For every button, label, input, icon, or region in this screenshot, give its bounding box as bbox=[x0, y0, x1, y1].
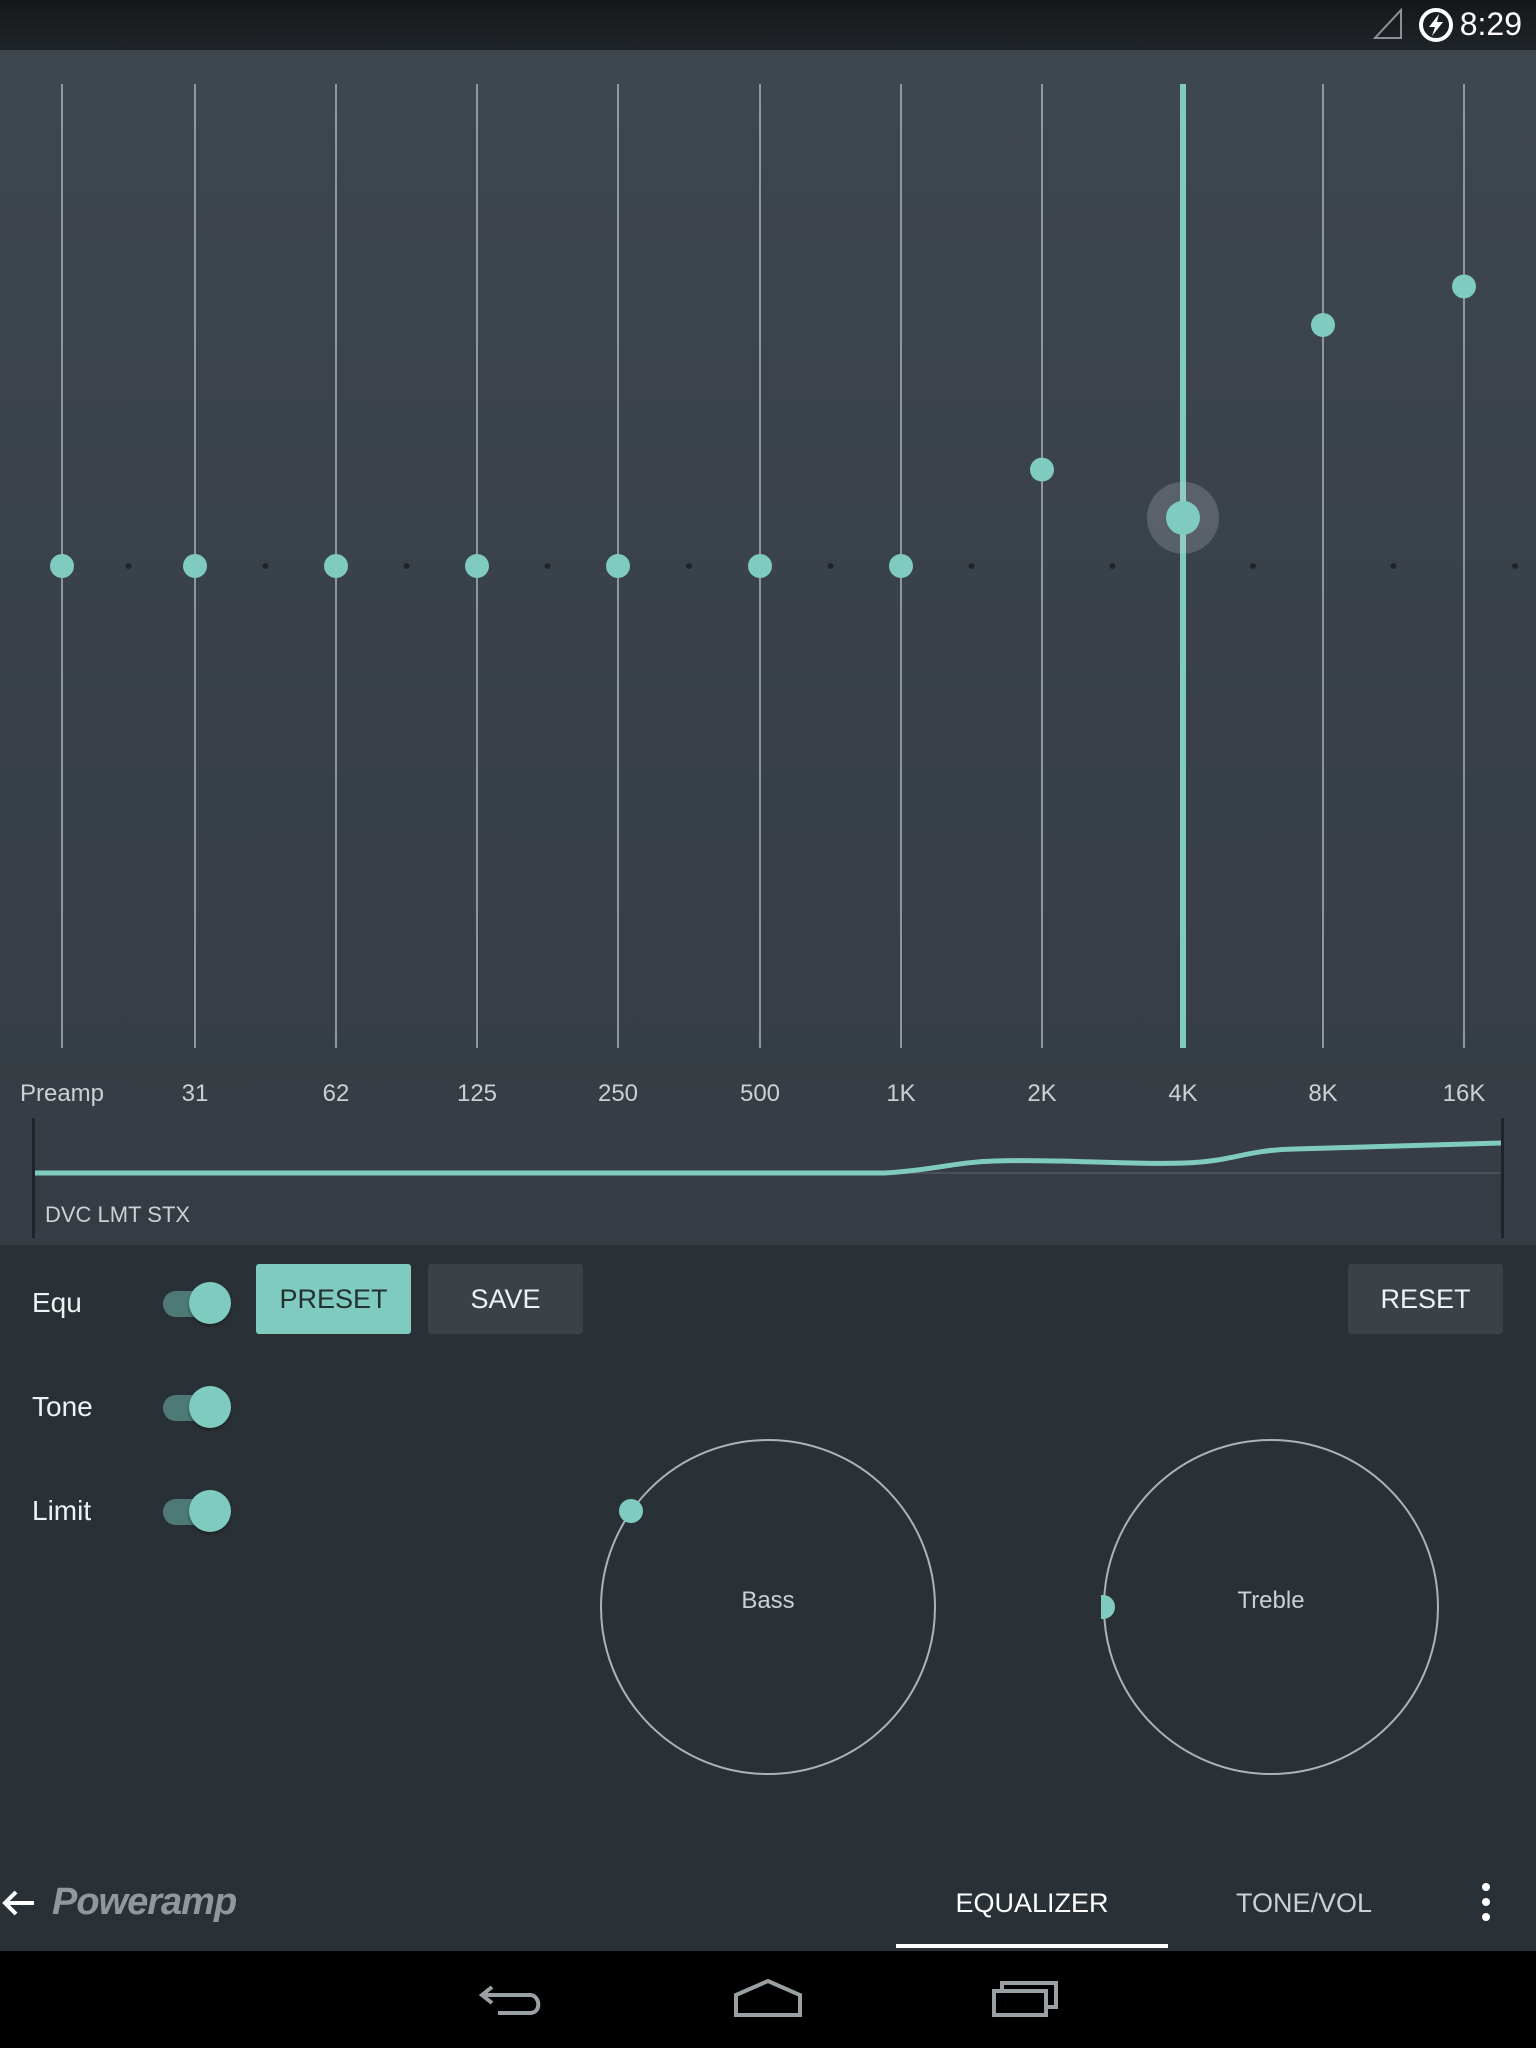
band-label-250: 250 bbox=[597, 1080, 639, 1107]
zero-dot bbox=[262, 563, 269, 569]
band-handle-62[interactable] bbox=[324, 554, 348, 578]
controls-panel: Equ Tone Limit PRESET SAVE RESET Bass Tr… bbox=[0, 1245, 1536, 1951]
tab-indicator bbox=[896, 1944, 1168, 1948]
band-label-125: 125 bbox=[456, 1080, 498, 1107]
zero-dot bbox=[827, 563, 834, 569]
tone-label: Tone bbox=[32, 1391, 93, 1422]
band-handle-preamp[interactable] bbox=[50, 554, 74, 578]
reset-button[interactable]: RESET bbox=[1348, 1264, 1503, 1334]
recents-icon[interactable] bbox=[990, 1977, 1060, 2019]
band-handle-16k[interactable] bbox=[1452, 274, 1476, 299]
band-label-4k: 4K bbox=[1168, 1080, 1198, 1107]
status-time: 8:29 bbox=[1459, 6, 1522, 42]
limit-toggle[interactable] bbox=[163, 1487, 233, 1535]
charging-icon bbox=[1419, 8, 1453, 42]
band-handle-1k[interactable] bbox=[889, 554, 913, 578]
treble-knob-handle[interactable] bbox=[1101, 1595, 1115, 1619]
equalizer-sliders bbox=[50, 84, 1518, 1048]
tab-tone-vol[interactable]: TONE/VOL bbox=[1235, 1888, 1373, 1918]
zero-dot bbox=[1109, 563, 1116, 569]
home-icon[interactable] bbox=[732, 1977, 804, 2019]
tab-equalizer[interactable]: EQUALIZER bbox=[955, 1888, 1109, 1918]
bass-knob[interactable]: Bass bbox=[598, 1437, 938, 1777]
band-label-16k: 16K bbox=[1442, 1080, 1486, 1107]
band-handle-4k[interactable] bbox=[1166, 500, 1200, 535]
band-handle-8k[interactable] bbox=[1311, 313, 1335, 337]
band-handle-2k[interactable] bbox=[1030, 457, 1054, 482]
bottom-nav: Poweramp EQUALIZER TONE/VOL bbox=[0, 1855, 1536, 1951]
band-handle-500[interactable] bbox=[748, 554, 772, 578]
zero-dot bbox=[403, 563, 410, 569]
zero-dot bbox=[968, 563, 975, 569]
curve-status-text: DVC LMT STX bbox=[45, 1202, 191, 1227]
system-navigation-bar bbox=[0, 1951, 1536, 2048]
band-label-2k: 2K bbox=[1027, 1080, 1057, 1107]
band-handle-250[interactable] bbox=[606, 554, 630, 578]
zero-dot bbox=[1512, 563, 1518, 569]
poweramp-logo: Poweramp bbox=[52, 1881, 237, 1923]
treble-knob[interactable]: Treble bbox=[1101, 1437, 1441, 1777]
tone-toggle[interactable] bbox=[163, 1383, 233, 1431]
band-label-8k: 8K bbox=[1308, 1080, 1338, 1107]
treble-label: Treble bbox=[1237, 1587, 1305, 1614]
limit-label: Limit bbox=[32, 1495, 92, 1526]
zero-dot bbox=[1390, 563, 1397, 569]
bass-label: Bass bbox=[741, 1587, 795, 1614]
bass-knob-handle[interactable] bbox=[619, 1499, 643, 1523]
preset-button[interactable]: PRESET bbox=[256, 1264, 411, 1334]
overflow-menu-icon[interactable] bbox=[1476, 1883, 1496, 1923]
equ-toggle[interactable] bbox=[163, 1279, 233, 1327]
equ-label: Equ bbox=[32, 1287, 82, 1318]
band-label-preamp: Preamp bbox=[19, 1080, 105, 1107]
band-label-500: 500 bbox=[739, 1080, 781, 1107]
back-icon[interactable] bbox=[478, 1979, 546, 2019]
save-button[interactable]: SAVE bbox=[428, 1264, 583, 1334]
zero-dot bbox=[1250, 563, 1256, 569]
status-bar: 8:29 bbox=[0, 0, 1536, 50]
zero-dot bbox=[686, 563, 692, 569]
eq-curve-graph bbox=[35, 1140, 1502, 1176]
band-handle-125[interactable] bbox=[465, 554, 489, 578]
equalizer-panel: Preamp 31 62 125 250 500 1K 2K 4K 8K 16K DVC LMT S… bbox=[0, 50, 1536, 1245]
back-arrow-icon[interactable] bbox=[0, 1883, 40, 1923]
eq-curve: DVC LMT STX bbox=[32, 1118, 1504, 1238]
zero-dot bbox=[125, 563, 132, 569]
band-label-31: 31 bbox=[181, 1080, 209, 1107]
zero-dot bbox=[544, 563, 551, 569]
signal-icon bbox=[1373, 8, 1402, 39]
band-label-62: 62 bbox=[322, 1080, 350, 1107]
band-handle-31[interactable] bbox=[183, 554, 207, 578]
band-label-1k: 1K bbox=[886, 1080, 916, 1107]
